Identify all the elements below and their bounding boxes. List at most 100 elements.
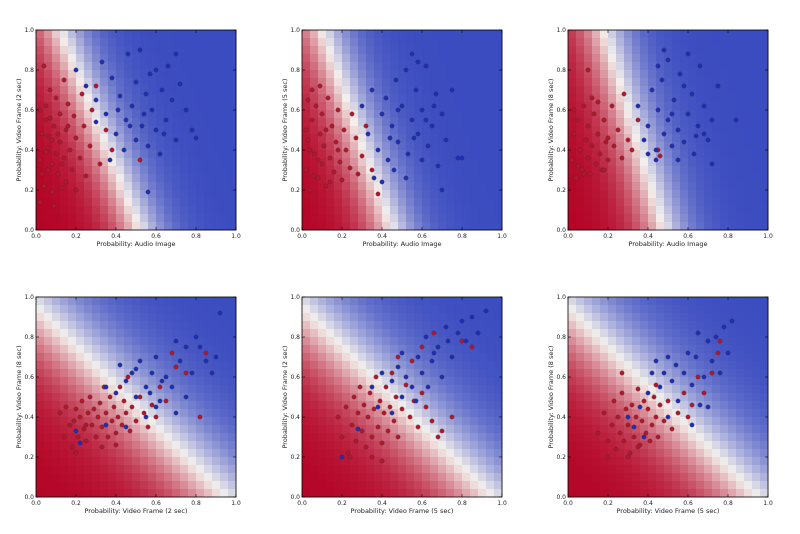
surface-cell (148, 473, 157, 482)
surface-cell (358, 337, 367, 346)
surface-cell (632, 54, 641, 63)
surface-cell (576, 150, 585, 159)
surface-cell (664, 321, 673, 330)
point-red (41, 183, 47, 189)
surface-cell (390, 38, 399, 47)
surface-cell (196, 369, 205, 378)
surface-cell (100, 393, 109, 402)
surface-cell (632, 305, 641, 314)
surface-cell (656, 166, 665, 175)
surface-cell (180, 449, 189, 458)
surface-cell (664, 361, 673, 370)
surface-cell (616, 465, 625, 474)
surface-cell (688, 465, 697, 474)
point-blue (339, 454, 345, 460)
surface-cell (414, 433, 423, 442)
point-red (365, 414, 371, 420)
surface-cell (470, 222, 479, 231)
surface-cell (422, 134, 431, 143)
surface-cell (470, 198, 479, 207)
surface-cell (438, 401, 447, 410)
surface-cell (462, 489, 471, 498)
surface-cell (752, 54, 761, 63)
surface-cell (398, 166, 407, 175)
point-red (641, 398, 647, 404)
surface-cell (124, 321, 133, 330)
surface-cell (584, 409, 593, 418)
surface-cell (632, 222, 641, 231)
surface-cell (84, 190, 93, 199)
point-blue (133, 79, 139, 85)
surface-cell (132, 46, 141, 55)
point-red (309, 117, 315, 123)
surface-cell (84, 489, 93, 498)
surface-cell (92, 214, 101, 223)
surface-cell (374, 297, 383, 306)
point-red (169, 350, 175, 356)
surface-cell (712, 174, 721, 183)
surface-cell (212, 190, 221, 199)
surface-cell (156, 473, 165, 482)
surface-cell (196, 126, 205, 135)
point-red (317, 131, 323, 137)
surface-cell (462, 150, 471, 159)
surface-cell (172, 182, 181, 191)
point-red (617, 430, 623, 436)
series-red (303, 83, 381, 197)
y-tick-label: 0.2 (556, 454, 566, 461)
surface-cell (382, 214, 391, 223)
surface-cell (616, 166, 625, 175)
surface-cell (140, 166, 149, 175)
surface-cell (390, 94, 399, 103)
surface-cell (374, 158, 383, 167)
surface-cell (736, 142, 745, 151)
surface-cell (358, 86, 367, 95)
surface-cell (600, 150, 609, 159)
surface-cell (736, 102, 745, 111)
surface-cell (188, 118, 197, 127)
point-red (319, 161, 325, 167)
y-tick-label: 0.8 (556, 334, 566, 341)
surface-cell (680, 449, 689, 458)
surface-cell (688, 222, 697, 231)
surface-cell (228, 30, 237, 39)
surface-cell (76, 457, 85, 466)
surface-cell (430, 313, 439, 322)
surface-cell (728, 489, 737, 498)
surface-cell (188, 321, 197, 330)
surface-cell (728, 182, 737, 191)
surface-cell (220, 150, 229, 159)
surface-cell (656, 142, 665, 151)
surface-cell (584, 433, 593, 442)
surface-cell (712, 441, 721, 450)
surface-cell (446, 361, 455, 370)
surface-cell (454, 393, 463, 402)
surface-cell (52, 182, 61, 191)
surface-cell (438, 78, 447, 87)
surface-cell (728, 417, 737, 426)
surface-cell (422, 46, 431, 55)
surface-cell (124, 297, 133, 306)
surface-cell (470, 401, 479, 410)
surface-cell (350, 337, 359, 346)
surface-cell (446, 297, 455, 306)
surface-cell (486, 54, 495, 63)
surface-cell (446, 62, 455, 71)
surface-cell (68, 449, 77, 458)
surface-cell (760, 321, 769, 330)
surface-cell (744, 110, 753, 119)
surface-cell (648, 142, 657, 151)
surface-cell (342, 94, 351, 103)
surface-cell (334, 473, 343, 482)
surface-cell (680, 441, 689, 450)
surface-cell (228, 305, 237, 314)
surface-cell (568, 150, 577, 159)
surface-cell (720, 481, 729, 490)
surface-cell (220, 134, 229, 143)
point-blue (695, 330, 701, 336)
surface-cell (108, 206, 117, 215)
y-tick-label: 0.6 (24, 374, 34, 381)
surface-cell (132, 297, 141, 306)
surface-cell (398, 118, 407, 127)
surface-cell (374, 70, 383, 79)
